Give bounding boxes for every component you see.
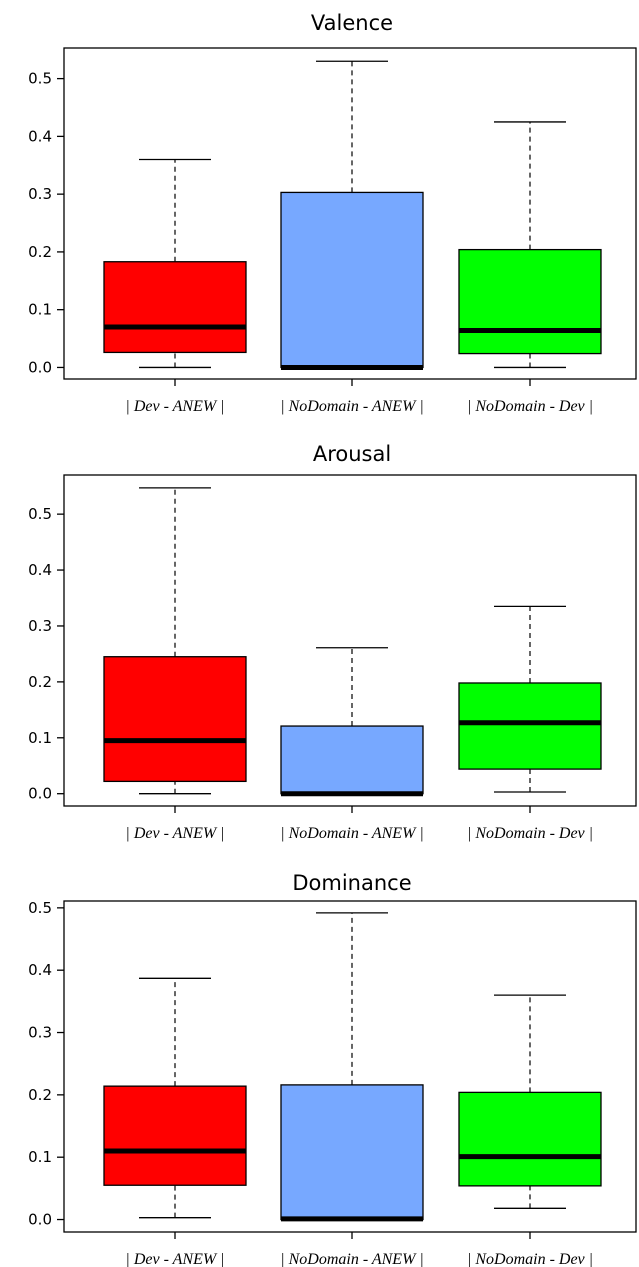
y-tick-label: 0.4 <box>28 561 52 579</box>
y-tick-label: 0.3 <box>28 1024 52 1042</box>
y-tick-label: 0.1 <box>28 729 52 747</box>
y-tick-label: 0.0 <box>28 1211 52 1229</box>
iqr-box <box>103 1085 247 1186</box>
plot-frame <box>63 47 637 380</box>
plot-frame <box>63 900 637 1233</box>
chart-title: Dominance <box>292 871 411 895</box>
box-1 <box>103 158 247 369</box>
y-tick-label: 0.4 <box>28 127 52 145</box>
y-tick-label: 0.0 <box>28 785 52 803</box>
y-tick-label: 0.5 <box>28 505 52 523</box>
y-tick-label: 0.5 <box>28 899 52 917</box>
y-tick-label: 0.2 <box>28 243 52 261</box>
iqr-box <box>280 1084 424 1221</box>
plot-frame <box>63 474 637 807</box>
x-tick-label: | Dev - ANEW | <box>125 1251 224 1267</box>
panel-valence: Valence 0.0 0.1 0.2 0.3 0.4 0.5 | Dev - ANEW | |… <box>28 11 637 415</box>
x-tick-label: | NoDomain - ANEW | <box>280 825 424 842</box>
x-tick-label: | NoDomain - ANEW | <box>280 1251 424 1267</box>
box-1 <box>103 487 247 795</box>
iqr-box <box>103 261 247 354</box>
x-tick-label: | NoDomain - Dev | <box>467 398 593 415</box>
iqr-box <box>280 725 424 795</box>
iqr-box <box>280 191 424 369</box>
iqr-box <box>458 682 602 770</box>
box-2 <box>280 647 424 797</box>
y-tick-label: 0.0 <box>28 358 52 376</box>
x-tick-label: | Dev - ANEW | <box>125 398 224 415</box>
y-tick-label: 0.3 <box>28 185 52 203</box>
chart-title: Arousal <box>313 442 391 466</box>
panel-dominance: Dominance 0.0 0.1 0.2 0.3 0.4 0.5 | Dev - ANEW … <box>28 871 637 1267</box>
panel-arousal: Arousal 0.0 0.1 0.2 0.3 0.4 0.5 | Dev - ANEW | |… <box>28 442 637 842</box>
y-tick-label: 0.1 <box>28 301 52 319</box>
iqr-box <box>458 1091 602 1187</box>
box-2 <box>280 60 424 370</box>
box-3 <box>458 121 602 369</box>
box-1 <box>103 977 247 1219</box>
y-tick-label: 0.4 <box>28 961 52 979</box>
x-tick-label: | NoDomain - ANEW | <box>280 398 424 415</box>
y-tick-label: 0.2 <box>28 1086 52 1104</box>
box-3 <box>458 605 602 793</box>
iqr-box <box>103 656 247 783</box>
box-2 <box>280 912 424 1222</box>
y-tick-label: 0.3 <box>28 617 52 635</box>
y-tick-label: 0.1 <box>28 1148 52 1166</box>
chart-title: Valence <box>311 11 393 35</box>
x-tick-label: | NoDomain - Dev | <box>467 825 593 842</box>
box-3 <box>458 994 602 1209</box>
y-tick-label: 0.2 <box>28 673 52 691</box>
y-tick-label: 0.5 <box>28 70 52 88</box>
x-tick-label: | NoDomain - Dev | <box>467 1251 593 1267</box>
x-tick-label: | Dev - ANEW | <box>125 825 224 842</box>
iqr-box <box>458 248 602 355</box>
